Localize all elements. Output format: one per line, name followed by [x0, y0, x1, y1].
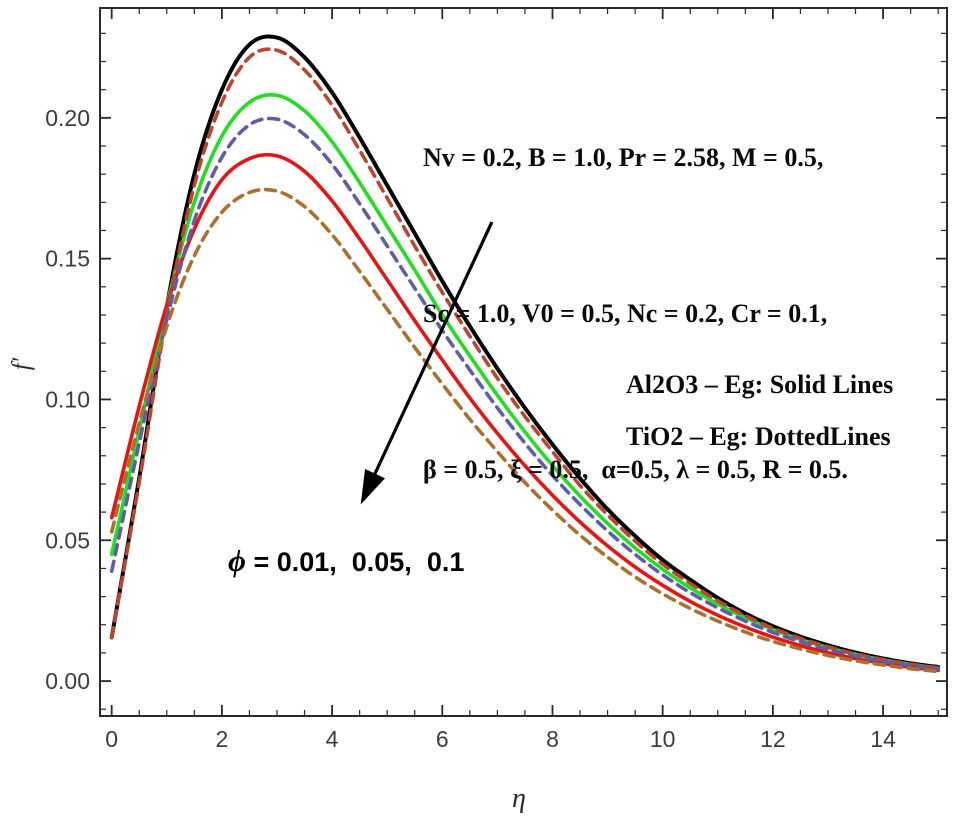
y-tick-label: 0.05: [45, 527, 90, 553]
y-tick-label: 0.15: [45, 246, 90, 272]
curve-al2o3-phi-0.1: [109, 152, 940, 673]
parameters-annotation: Nv = 0.2, B = 1.0, Pr = 2.58, M = 0.5, S…: [423, 28, 848, 600]
x-tick-label: 0: [105, 726, 118, 752]
y-tick-label: 0.20: [45, 105, 90, 131]
x-tick-label: 12: [760, 726, 786, 752]
x-tick-label: 8: [546, 726, 559, 752]
phi-symbol: ϕ: [228, 543, 246, 578]
parameters-line-3: β = 0.5, ξ = 0.5, α=0.5, λ = 0.5, R = 0.…: [423, 455, 848, 484]
decrease-direction-arrow: [360, 221, 494, 505]
curve-tio2-phi-0.05: [109, 116, 940, 671]
x-tick-label: 4: [326, 726, 339, 752]
x-tick-label: 2: [215, 726, 228, 752]
y-axis-label: f′: [8, 357, 36, 371]
x-tick-label: 10: [650, 726, 676, 752]
parameters-line-2: Sc = 1.0, V0 = 0.5, Nc = 0.2, Cr = 0.1,: [423, 299, 828, 328]
x-axis-label: η: [512, 783, 526, 814]
phi-values-text: = 0.01, 0.05, 0.1: [245, 547, 465, 577]
x-tick-label: 14: [870, 726, 896, 752]
curve-tio2-phi-0.01: [109, 47, 940, 670]
y-tick-label: 0.10: [45, 386, 90, 412]
plot-frame: [99, 7, 948, 717]
legend-dotted-lines-label: TiO2 – Eg: DottedLines: [626, 422, 891, 451]
curve-tio2-phi-0.1: [109, 187, 940, 674]
legend-solid-lines-label: Al2O3 – Eg: Solid Lines: [626, 370, 894, 399]
phi-values-annotation: ϕ = 0.01, 0.05, 0.1: [228, 543, 464, 579]
parameters-line-1: Nv = 0.2, B = 1.0, Pr = 2.58, M = 0.5,: [423, 143, 824, 172]
x-tick-label: 6: [436, 726, 449, 752]
y-tick-label: 0.00: [45, 668, 90, 694]
